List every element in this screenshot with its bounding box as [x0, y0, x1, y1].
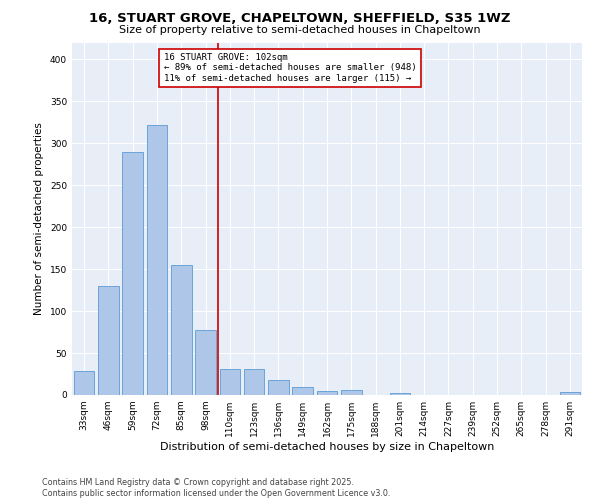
Bar [220, 369, 240, 395]
Bar [195, 330, 216, 395]
Bar [74, 370, 94, 395]
Bar [122, 152, 143, 395]
Bar [146, 124, 167, 395]
Bar [317, 391, 337, 395]
Bar [292, 386, 313, 395]
Bar [98, 286, 119, 395]
Bar [171, 265, 191, 395]
X-axis label: Distribution of semi-detached houses by size in Chapeltown: Distribution of semi-detached houses by … [160, 442, 494, 452]
Text: 16 STUART GROVE: 102sqm
← 89% of semi-detached houses are smaller (948)
11% of s: 16 STUART GROVE: 102sqm ← 89% of semi-de… [164, 53, 416, 83]
Text: 16, STUART GROVE, CHAPELTOWN, SHEFFIELD, S35 1WZ: 16, STUART GROVE, CHAPELTOWN, SHEFFIELD,… [89, 12, 511, 26]
Bar [341, 390, 362, 395]
Bar [389, 394, 410, 395]
Text: Size of property relative to semi-detached houses in Chapeltown: Size of property relative to semi-detach… [119, 25, 481, 35]
Text: Contains HM Land Registry data © Crown copyright and database right 2025.
Contai: Contains HM Land Registry data © Crown c… [42, 478, 391, 498]
Bar [560, 392, 580, 395]
Y-axis label: Number of semi-detached properties: Number of semi-detached properties [34, 122, 44, 315]
Bar [268, 380, 289, 395]
Bar [244, 369, 265, 395]
